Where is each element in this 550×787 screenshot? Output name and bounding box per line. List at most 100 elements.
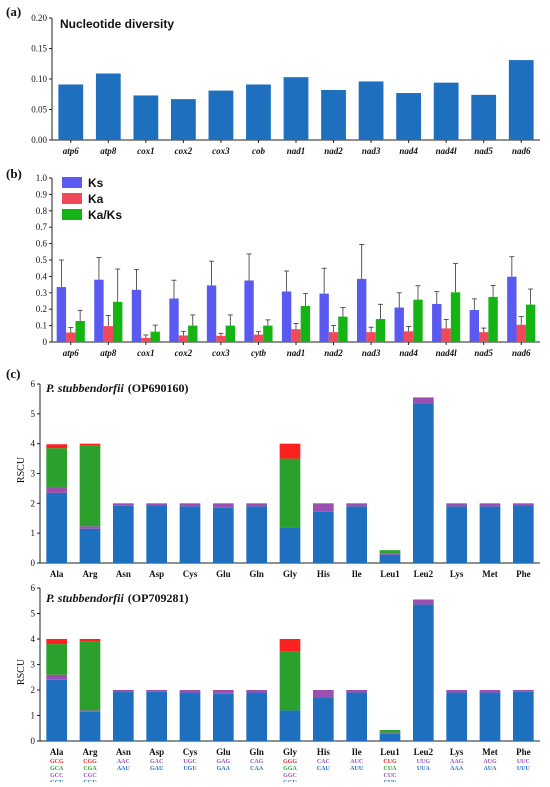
panel-c2-codon-label: GAG: [216, 759, 230, 765]
panel-c1-bar-segment: [279, 458, 301, 528]
panel-c2-codon-label: GGA: [283, 766, 297, 772]
panel-b-bar-ks: [244, 280, 254, 342]
panel-c1-category-label: Gly: [283, 569, 298, 579]
panel-b-legend-label: Ka/Ks: [88, 208, 122, 222]
panel-b-bar-ka: [366, 332, 376, 342]
panel-c2-bar-segment: [179, 690, 201, 693]
panel-c2-bar-segment: [313, 697, 334, 741]
panel-c1-category-label: Asn: [116, 569, 131, 579]
panel-a-category-label: cox3: [212, 146, 230, 156]
panel-c2-y-tick-label: 5: [31, 609, 36, 619]
panel-c2-codon-label: CAU: [317, 766, 331, 772]
panel-b-bar-kaks: [225, 325, 235, 342]
panel-c2-codon-label: CGA: [83, 766, 97, 772]
panel-b-bar-ks: [319, 293, 329, 342]
panel-a-y-tick-label: 0.15: [31, 44, 47, 54]
panel-b-chart: 0 0.1 0.2 0.3 0.4 0.5 0.6 0.7 0.8 0.9 1.0 atp6 atp8 c…: [36, 173, 540, 358]
panel-c2-category-label: Lys: [450, 747, 464, 757]
panel-b-y-tick-label: 0.3: [36, 288, 48, 298]
panel-c2-category-label: Phe: [516, 747, 531, 757]
panel-c2-bar-segment: [379, 733, 401, 741]
panel-c1-bar-segment: [113, 505, 134, 563]
panel-c2-ylabel: RSCU: [16, 658, 27, 685]
panel-c1-bar-segment: [79, 445, 101, 527]
panel-b-y-tick-label: 0.5: [36, 255, 48, 265]
panel-b-legend-swatch: [62, 209, 82, 220]
panel-a-bar: [95, 73, 121, 140]
panel-c2-bar-segment: [213, 693, 234, 741]
panel-a-category-label: nad6: [512, 146, 531, 156]
panel-a-category-label: cox1: [137, 146, 155, 156]
panel-b-bar-ka: [103, 326, 113, 342]
panel-c2-codon-label: AAC: [117, 759, 130, 765]
panel-a-category-label: nad1: [287, 146, 306, 156]
panel-b-bar-ks: [131, 289, 142, 342]
panel-c2-bar-segment: [46, 674, 67, 680]
panel-b-category-label: cox2: [175, 348, 193, 358]
panel-c1-category-label: Gln: [249, 569, 264, 579]
panel-b-bar-ks: [56, 287, 67, 342]
panel-b-bar-ka: [291, 329, 301, 342]
panel-c2-codon-label: AAU: [117, 766, 131, 772]
panel-c2-bar-segment: [346, 692, 367, 741]
panel-c2-codon-label: AAG: [450, 759, 464, 765]
panel-c1-category-label: Leu1: [380, 569, 400, 579]
panel-c2-bar-segment: [513, 690, 534, 692]
panel-c2-y-tick-label: 1: [31, 711, 36, 721]
panel-b-category-label: nad5: [474, 348, 493, 358]
panel-c2-category-label: Leu1: [380, 747, 400, 757]
panel-c2-bar-segment: [279, 710, 301, 741]
panel-a-y-tick-label: 0.10: [31, 74, 47, 84]
panel-b-y-tick-label: 0.2: [36, 304, 47, 314]
panel-c2-codon-label: UGC: [183, 759, 196, 765]
panel-b-legend-label: Ka: [88, 192, 104, 206]
panel-c2-category-label: Asn: [116, 747, 131, 757]
panel-c2-codon-label: GCG: [50, 759, 64, 765]
panel-c1-bar-segment: [413, 397, 434, 404]
panel-b-y-tick-label: 0: [43, 337, 48, 347]
panel-b-bar-ks: [169, 298, 179, 342]
panel-c2-category-label: Leu2: [414, 747, 434, 757]
panel-c1-bar-segment: [79, 443, 101, 446]
panel-c2-bar-segment: [213, 690, 234, 694]
panel-b-bar-kaks: [488, 296, 498, 342]
panel-c2-codon-label: AAA: [450, 766, 464, 772]
panel-b-category-label: nad4: [399, 348, 418, 358]
panel-c2-category-label: Asp: [149, 747, 164, 757]
panel-c2-codon-label: CAG: [250, 759, 264, 765]
panel-b-y-tick-label: 0.1: [36, 321, 47, 331]
panel-b-y-tick-label: 0.7: [36, 222, 48, 232]
panel-c1-y-tick-label: 1: [31, 528, 36, 538]
panel-b-y-tick-label: 0.6: [36, 239, 48, 249]
panel-a-chart: 0.00 0.05 0.10 0.15 0.20 atp6 atp8 cox1 cox2 cox3…: [31, 13, 540, 156]
panel-c2-codon-label: UUG: [417, 759, 431, 765]
panel-a-bar: [133, 95, 159, 140]
panel-c1-category-label: Leu2: [414, 569, 434, 579]
panel-b-bar-kaks: [150, 331, 160, 342]
panel-c2-chart: 0 1 2 3 4 5 6 Ala Arg Asn Asp Cys Glu Gln Gly His Ile Leu…: [31, 583, 540, 786]
panel-c1-bar-segment: [246, 503, 267, 507]
panel-c2-codon-label: GGC: [283, 773, 297, 779]
panel-c1-category-label: Cys: [183, 569, 198, 579]
panel-b-legend-swatch: [62, 193, 82, 204]
panel-c1-bar-segment: [246, 506, 267, 563]
panel-c2-codon-label: GAC: [150, 759, 163, 765]
panel-a-bar: [358, 81, 384, 140]
panel-b-category-label: atp8: [100, 348, 117, 358]
panel-b-legend-label: Ks: [88, 176, 104, 190]
panel-c2-codon-label: CGC: [83, 773, 96, 779]
panel-a-category-label: nad2: [324, 146, 343, 156]
panel-c1-bar-segment: [46, 486, 67, 493]
panel-b-bar-ks: [469, 310, 479, 342]
panel-b-bar-ks: [357, 278, 367, 342]
panel-c2-bar-segment: [146, 691, 167, 741]
panel-c1-title: P. stubbendorfii (OP690160): [46, 381, 188, 395]
panel-b-category-label: nad1: [287, 348, 306, 358]
panel-c1-bar-segment: [79, 528, 101, 563]
panel-c2-bar-segment: [46, 644, 67, 675]
panel-c2-bar-segment: [246, 690, 267, 693]
panel-c2-bar-segment: [279, 651, 301, 711]
panel-c1-bar-segment: [379, 554, 401, 563]
panel-c1-y-tick-label: 0: [31, 558, 36, 568]
